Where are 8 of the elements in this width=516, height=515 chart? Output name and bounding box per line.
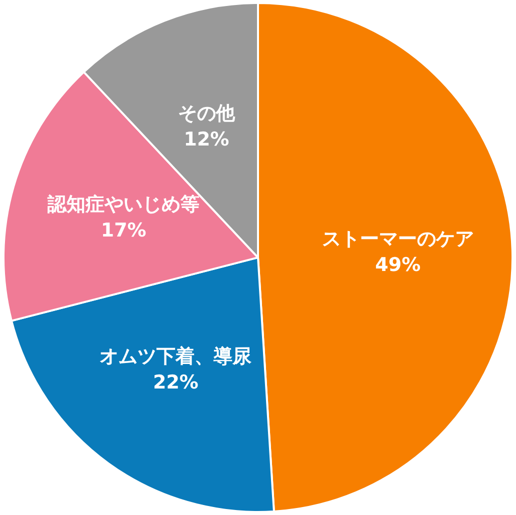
data-label: 17% xyxy=(100,219,146,242)
slice-label: その他 xyxy=(178,102,236,124)
data-label: 49% xyxy=(375,254,421,276)
slice-label: オムツ下着、導尿 xyxy=(100,346,253,368)
slice-label: 認知症やいじめ等 xyxy=(46,193,200,216)
slice-label: ストーマーのケア xyxy=(322,228,474,250)
data-label: 12% xyxy=(184,128,230,150)
data-label: 22% xyxy=(152,372,198,394)
